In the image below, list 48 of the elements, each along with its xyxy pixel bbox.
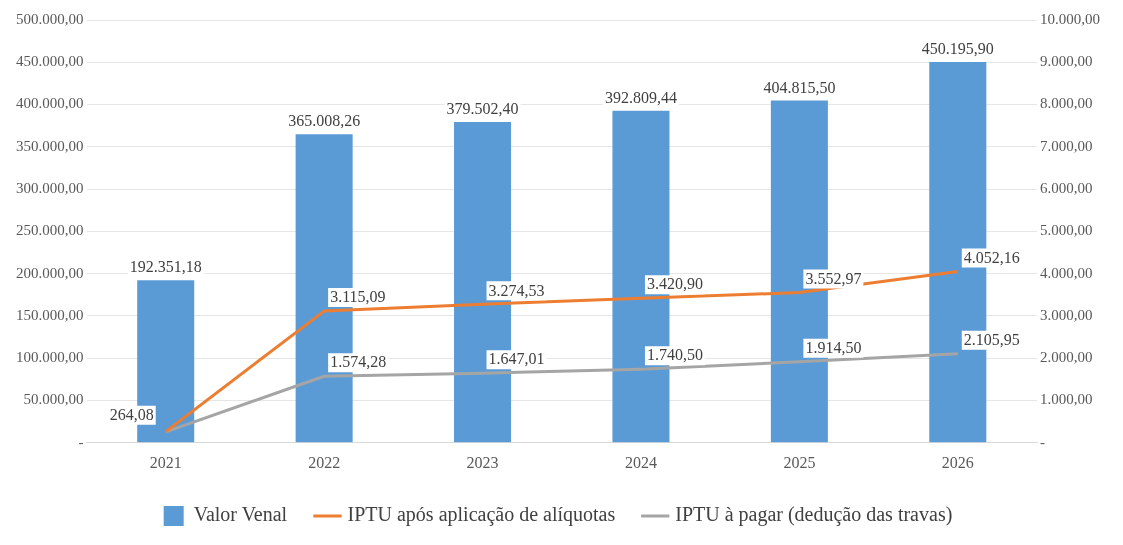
y-tick-label: 300.000,00 [16, 180, 84, 197]
y2-tick-label: 2.000,00 [1040, 349, 1093, 366]
y-tick-label: 150.000,00 [16, 306, 84, 323]
y-tick-label: 200.000,00 [16, 264, 84, 281]
data-label: 404.815,50 [763, 78, 836, 96]
data-label: 1.574,28 [330, 353, 387, 371]
y2-tick-label: 7.000,00 [1040, 137, 1093, 154]
y-tick-label: 500.000,00 [16, 10, 84, 27]
y2-tick-label: 6.000,00 [1040, 180, 1093, 197]
y2-tick-label: 4.000,00 [1040, 264, 1093, 281]
legend-label: Valor Venal [193, 503, 288, 526]
data-label: 450.195,90 [921, 40, 994, 58]
y-tick-label: 100.000,00 [16, 349, 84, 366]
data-label: 3.274,53 [488, 281, 545, 299]
y2-tick-label: 10.000,00 [1040, 10, 1100, 27]
y2-tick-label: 9.000,00 [1040, 53, 1093, 70]
y-tick-label: 250.000,00 [16, 222, 84, 239]
y2-tick-label: 5.000,00 [1040, 222, 1093, 239]
y-tick-label: 400.000,00 [16, 95, 84, 112]
data-label: 3.552,97 [805, 269, 862, 287]
y2-tick-label: 8.000,00 [1040, 95, 1093, 112]
data-label: 264,08 [109, 405, 154, 423]
data-label: 392.809,44 [604, 88, 677, 106]
data-label: 1.647,01 [488, 350, 545, 368]
y2-tick-label: - [1040, 433, 1045, 450]
y-tick-label: 350.000,00 [16, 137, 84, 154]
legend-label: IPTU após aplicação de alíquotas [347, 503, 616, 527]
data-label: 365.008,26 [288, 112, 361, 130]
y2-tick-label: 1.000,00 [1040, 391, 1093, 408]
data-label: 379.502,40 [446, 100, 519, 118]
data-label: 192.351,18 [129, 258, 202, 276]
legend-label: IPTU à pagar (dedução das travas) [675, 503, 953, 527]
x-tick-label: 2022 [308, 453, 341, 471]
y-tick-label: - [78, 433, 84, 450]
x-tick-label: 2021 [149, 453, 182, 471]
data-label: 3.420,90 [646, 275, 703, 293]
y-tick-label: 50.000,00 [23, 391, 84, 408]
data-label: 4.052,16 [963, 248, 1020, 266]
data-label: 2.105,95 [963, 330, 1020, 348]
y-tick-label: 450.000,00 [16, 53, 84, 70]
x-tick-label: 2025 [783, 453, 816, 471]
x-tick-label: 2023 [466, 453, 499, 471]
x-tick-label: 2026 [941, 453, 974, 471]
data-label: 3.115,09 [330, 288, 386, 306]
x-tick-label: 2024 [624, 453, 657, 471]
data-label: 1.740,50 [646, 346, 703, 364]
data-label: 1.914,50 [805, 339, 862, 357]
y2-tick-label: 3.000,00 [1040, 306, 1093, 323]
